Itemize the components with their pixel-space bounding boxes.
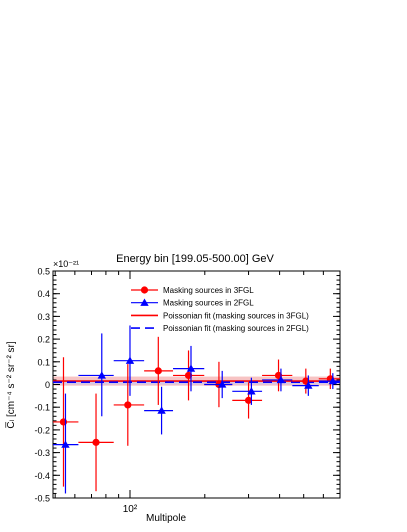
data-point-triangle	[304, 381, 313, 389]
y-tick-label: 0	[45, 380, 50, 390]
legend-label: Masking sources in 2FGL	[163, 299, 254, 308]
y-tick-label: 0.2	[37, 335, 50, 345]
legend-marker-triangle	[140, 298, 149, 306]
axes: -0.5 -0.4 -0.3 -0.2 -0.1 0 0.1 0.2 0.3 0.4 0.5 10²	[34, 267, 341, 515]
legend-marker-circle	[140, 286, 149, 294]
legend: Masking sources in 3FGL Masking sources i…	[131, 286, 309, 333]
data-point-circle	[92, 438, 100, 446]
legend-item: Masking sources in 3FGL	[131, 286, 254, 295]
y-exponent-label: ×10⁻²¹	[53, 259, 79, 269]
legend-item: Poissonian fit (masking sources in 2FGL)	[131, 324, 309, 333]
data-point-circle	[184, 371, 193, 380]
data-point-circle	[244, 396, 253, 404]
legend-label: Poissonian fit (masking sources in 2FGL)	[163, 324, 309, 333]
y-tick-label: 0.4	[37, 289, 50, 299]
y-tick-label: 0.3	[37, 312, 50, 322]
data-point-triangle	[276, 375, 286, 384]
data-series	[53, 325, 340, 494]
data-point-triangle	[218, 380, 227, 388]
x-tick-label: 10²	[123, 504, 138, 515]
y-tick-label: -0.3	[34, 448, 50, 458]
data-point-triangle	[328, 376, 338, 385]
data-point-triangle	[125, 356, 135, 364]
y-tick-label: -0.4	[34, 471, 50, 481]
series-triangle	[53, 325, 340, 494]
data-point-triangle	[186, 364, 196, 372]
data-point-circle	[124, 401, 132, 409]
y-tick-label: -0.1	[34, 403, 50, 413]
y-axis-label: C̅ₗ [cm⁻⁴ s⁻² sr⁻² sr]	[5, 341, 17, 429]
x-axis-label: Multipole	[146, 513, 186, 524]
data-point-triangle	[247, 387, 256, 395]
y-tick-label: 0.5	[37, 267, 50, 277]
legend-item: Poissonian fit (masking sources in 3FGL)	[131, 311, 309, 320]
data-point-triangle	[97, 371, 106, 379]
y-tick-label: -0.5	[34, 494, 50, 504]
y-tick-label: -0.2	[34, 425, 50, 435]
legend-label: Masking sources in 3FGL	[163, 286, 254, 295]
data-point-triangle	[61, 440, 70, 448]
y-tick-label: 0.1	[37, 357, 50, 367]
chart-title: Energy bin [199.05-500.00] GeV	[116, 253, 274, 265]
legend-label: Poissonian fit (masking sources in 3FGL)	[163, 311, 309, 320]
legend-item: Masking sources in 2FGL	[131, 298, 254, 308]
data-point-triangle	[157, 406, 166, 414]
data-point-circle	[154, 367, 162, 375]
